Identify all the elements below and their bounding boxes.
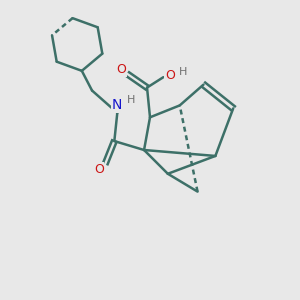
Text: O: O [94,163,104,176]
Text: O: O [165,69,175,82]
Text: N: N [112,98,122,112]
Text: O: O [116,63,126,76]
Text: H: H [178,67,187,77]
Text: H: H [127,95,135,105]
